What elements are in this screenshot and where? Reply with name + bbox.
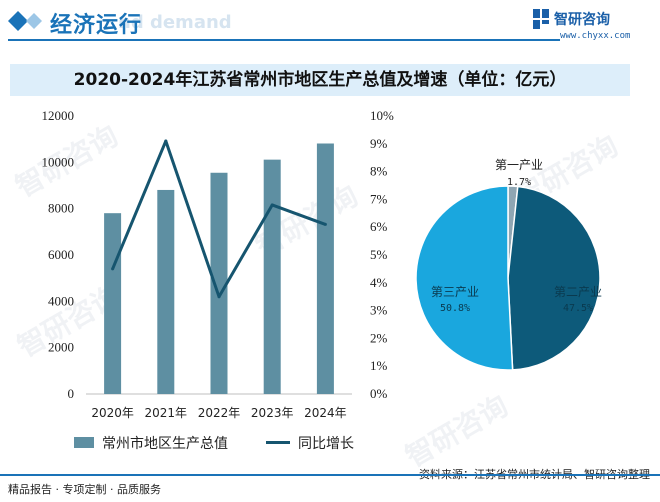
legend-bar-swatch xyxy=(74,437,94,448)
legend-line-label: 同比增长 xyxy=(298,436,354,452)
pie-label: 第一产业 xyxy=(495,158,543,172)
y-right-tick-label: 7% xyxy=(370,191,388,206)
legend-bar-label: 常州市地区生产总值 xyxy=(102,436,228,452)
growth-point xyxy=(217,295,221,299)
pie-chart: 第一产业 1.7% 第二产业 47.5% 第三产业 50.8% xyxy=(415,158,602,371)
legend-line-swatch xyxy=(266,441,290,444)
y-right-tick-label: 3% xyxy=(370,303,388,318)
growth-point xyxy=(270,203,274,207)
y-left-tick-label: 10000 xyxy=(42,154,75,169)
y-left-tick-label: 4000 xyxy=(48,293,74,308)
x-tick-label: 2022年 xyxy=(198,406,241,420)
y-right-tick-label: 5% xyxy=(370,247,388,262)
growth-point xyxy=(164,139,168,143)
pie-value-label: 1.7% xyxy=(507,177,531,188)
brand-mark-icon xyxy=(533,9,549,29)
brand-logo: 智研咨询 www.chyxx.com xyxy=(532,6,652,46)
bar-chart: 0 2000 4000 6000 8000 10000 12000 0% 1% 2% 3% 4% 5% 6… xyxy=(42,108,395,420)
x-tick-label: 2020年 xyxy=(91,406,134,420)
header-ghost-text: nd demand xyxy=(118,12,232,33)
y-left-tick-label: 12000 xyxy=(42,108,75,123)
y-right-tick-label: 2% xyxy=(370,330,388,345)
bar xyxy=(157,189,175,394)
y-right-tick-label: 0% xyxy=(370,386,388,401)
page-title: 经济运行 xyxy=(50,13,143,38)
y-left-tick-label: 6000 xyxy=(48,247,74,262)
pie-value-label: 47.5% xyxy=(563,303,593,314)
chart-title: 2020-2024年江苏省常州市地区生产总值及增速（单位：亿元） xyxy=(73,70,567,90)
chart-title-banner: 2020-2024年江苏省常州市地区生产总值及增速（单位：亿元） xyxy=(10,64,630,96)
y-left-tick-label: 2000 xyxy=(48,340,74,355)
footer-slogan: 精品报告 · 专项定制 · 品质服务 xyxy=(8,483,161,496)
y-right-tick-label: 9% xyxy=(370,136,388,151)
page-header: nd demand 经济运行 xyxy=(0,0,660,48)
y-right-tick-label: 1% xyxy=(370,358,388,373)
y-right-tick-label: 6% xyxy=(370,219,388,234)
brand-name: 智研咨询 xyxy=(554,12,610,28)
growth-point xyxy=(323,222,327,226)
pie-label: 第三产业 xyxy=(431,285,479,299)
y-left-tick-label: 8000 xyxy=(48,201,74,216)
bar xyxy=(210,172,228,394)
diamond-icon xyxy=(8,11,42,31)
pie-slice xyxy=(415,185,514,371)
brand-url: www.chyxx.com xyxy=(560,31,631,41)
header-divider xyxy=(8,39,560,41)
pie-slice xyxy=(507,185,601,371)
bar xyxy=(104,213,122,394)
y-right-tick-label: 8% xyxy=(370,164,388,179)
x-tick-label: 2021年 xyxy=(145,406,188,420)
footer-divider xyxy=(0,474,660,476)
bar xyxy=(316,143,334,394)
y-right-tick-label: 10% xyxy=(370,108,394,123)
bar xyxy=(263,159,281,394)
pie-value-label: 50.8% xyxy=(440,303,470,314)
y-left-tick-label: 0 xyxy=(68,386,75,401)
growth-point xyxy=(111,267,115,271)
y-right-tick-label: 4% xyxy=(370,275,388,290)
pie-label: 第二产业 xyxy=(554,285,602,299)
x-tick-label: 2023年 xyxy=(251,406,294,420)
x-tick-label: 2024年 xyxy=(304,406,347,420)
footer-bar: 精品报告 · 专项定制 · 品质服务 xyxy=(0,474,660,502)
